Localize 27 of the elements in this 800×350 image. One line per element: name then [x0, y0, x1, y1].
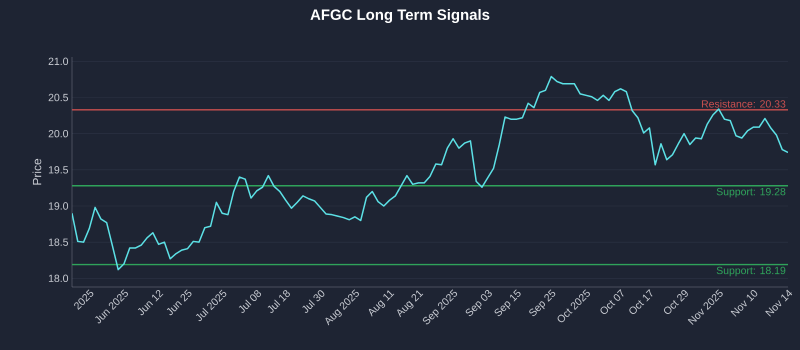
ref-line-label: Support: 19.28 — [716, 188, 786, 198]
x-tick-label: Oct 29 — [664, 290, 688, 314]
ref-line-label: Support: 18.19 — [716, 266, 786, 276]
y-tick-label: 20.5 — [48, 94, 68, 102]
x-tick-label: Sep 15 — [494, 289, 521, 316]
x-tick-label: Nov 14 — [765, 290, 792, 317]
ref-line-label: Resistance: 20.33 — [702, 100, 786, 108]
x-tick-label: Oct 07 — [600, 289, 624, 314]
y-tick-label: 18.5 — [48, 238, 68, 246]
y-tick-label: 21.0 — [48, 58, 68, 66]
x-tick-label: Jun 25 — [166, 289, 192, 316]
y-axis-title: Price — [32, 158, 42, 185]
x-tick-label: Sep 25 — [529, 289, 556, 316]
x-tick-label: Jul 08 — [238, 290, 262, 313]
x-tick-label: Jul 18 — [268, 290, 290, 313]
y-tick-label: 20.0 — [48, 130, 68, 138]
x-tick-label: Oct 17 — [629, 289, 652, 314]
x-tick-label: Jul 30 — [302, 290, 324, 313]
y-tick-label: 18.0 — [48, 274, 68, 282]
y-tick-label: 19.5 — [48, 166, 68, 174]
y-tick-label: 19.0 — [48, 202, 68, 210]
x-tick-label: Aug 11 — [368, 290, 394, 317]
x-tick-label: Aug 21 — [397, 290, 424, 318]
chart-title: AFGC Long Term Signals — [310, 9, 490, 23]
x-tick-label: Sep 03 — [466, 290, 492, 316]
x-tick-label: Nov 10 — [730, 290, 758, 317]
x-tick-label: Jun 12 — [138, 290, 164, 316]
